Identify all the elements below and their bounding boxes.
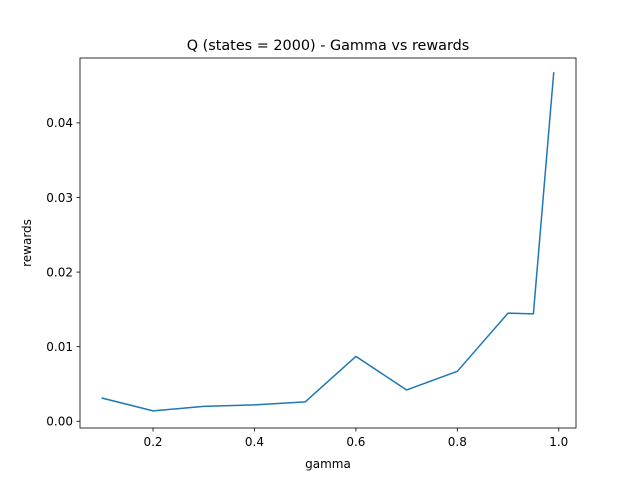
axes-frame [79,57,577,429]
y-tick-label: 0.00 [46,415,73,429]
y-tick-label: 0.02 [46,265,73,279]
y-axis-ticks: 0.00 0.01 0.02 0.03 0.04 [46,116,80,429]
x-tick-label: 0.4 [245,435,264,449]
x-axis-ticks: 0.2 0.4 0.6 0.8 1.0 [143,428,568,449]
x-tick-label: 1.0 [549,435,568,449]
plot-area [101,72,555,412]
x-tick-label: 0.2 [143,435,162,449]
x-axis-label: gamma [305,457,351,471]
y-tick-label: 0.03 [46,191,73,205]
y-tick-label: 0.01 [46,340,73,354]
x-tick-label: 0.6 [346,435,365,449]
x-tick-label: 0.8 [448,435,467,449]
chart-title: Q (states = 2000) - Gamma vs rewards [187,38,470,54]
y-axis-label: rewards [20,219,34,267]
y-tick-label: 0.04 [46,116,73,130]
